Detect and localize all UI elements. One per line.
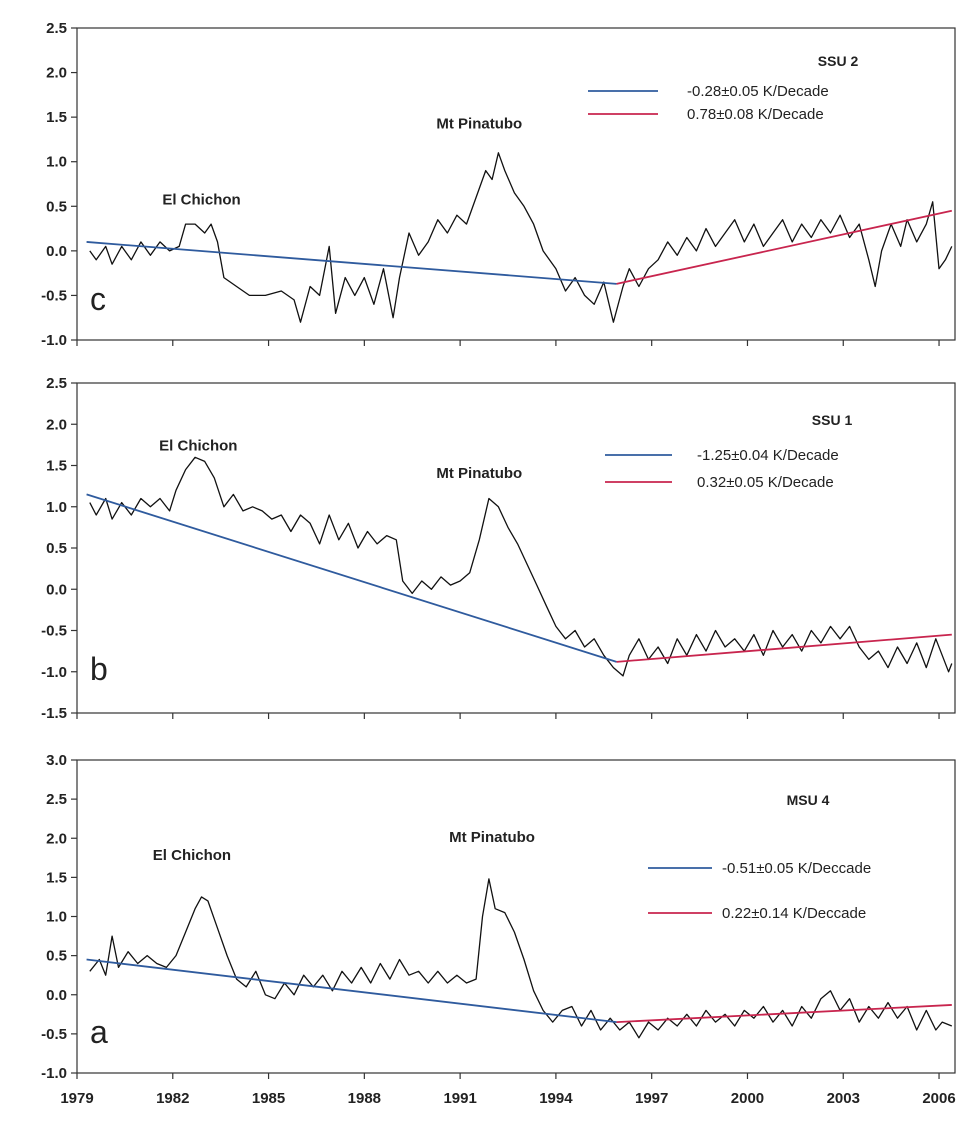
y-tick-label: 2.0 <box>46 830 67 847</box>
event-annotation: El Chichon <box>153 847 231 864</box>
x-tick-label: 1979 <box>60 1090 93 1107</box>
y-tick-label: -0.5 <box>41 287 67 304</box>
y-tick-label: 1.5 <box>46 458 67 475</box>
y-tick-label: 1.0 <box>46 154 67 171</box>
y-tick-label: 0.5 <box>46 198 67 215</box>
x-tick-label: 1982 <box>156 1090 189 1107</box>
trend-line-early <box>86 958 617 1024</box>
trend-line-late <box>616 209 952 285</box>
legend-label: -1.25±0.04 K/Decade <box>697 447 839 464</box>
legend-label: 0.22±0.14 K/Deccade <box>722 905 866 922</box>
panel-b: -1.5 -1.0 -0.5 0.0 0.5 1.0 1.5 2.0 2.5 El Chichon… <box>41 375 956 722</box>
y-tick-label: 2.0 <box>46 416 67 433</box>
y-tick-label: -1.0 <box>41 664 67 681</box>
panel-label: b <box>90 651 108 687</box>
legend-label: -0.28±0.05 K/Decade <box>687 83 829 100</box>
y-tick-label: -1.0 <box>41 332 67 349</box>
x-tick-label: 1991 <box>443 1090 476 1107</box>
x-tick-label: 1997 <box>635 1090 668 1107</box>
y-tick-label: 3.0 <box>46 752 67 769</box>
panel-c: -1.0 -0.5 0.0 0.5 1.0 1.5 2.0 2.5 El Chichon Mt P… <box>41 20 956 349</box>
y-tick-label: 0.5 <box>46 540 67 557</box>
y-tick-label: 2.5 <box>46 791 67 808</box>
anomaly-series-line <box>89 152 953 323</box>
legend-label: 0.78±0.08 K/Decade <box>687 106 824 123</box>
x-tick-label: 1988 <box>348 1090 381 1107</box>
y-tick-label: -1.0 <box>41 1065 67 1082</box>
plot-frame <box>76 382 956 714</box>
legend-label: 0.32±0.05 K/Decade <box>697 474 834 491</box>
y-tick-label: -0.5 <box>41 1026 67 1043</box>
y-tick-label: 1.0 <box>46 909 67 926</box>
anomaly-series-line <box>89 878 953 1039</box>
y-tick-label: 2.0 <box>46 65 67 82</box>
trend-line-late <box>616 1004 952 1024</box>
x-tick-label: 2006 <box>922 1090 955 1107</box>
x-tick-label: 2003 <box>827 1090 860 1107</box>
x-tick-label: 2000 <box>731 1090 764 1107</box>
x-tick-label: 1994 <box>539 1090 573 1107</box>
y-tick-label: 2.5 <box>46 375 67 392</box>
y-tick-label: 1.0 <box>46 499 67 516</box>
y-tick-label: 0.0 <box>46 243 67 260</box>
y-tick-label: 0.0 <box>46 987 67 1004</box>
trend-line-late <box>616 633 952 663</box>
panel-a: -1.0 -0.5 0.0 0.5 1.0 1.5 2.0 2.5 3.0 1979 1982 198… <box>41 752 956 1107</box>
panel-label: c <box>90 281 106 317</box>
y-tick-label: 1.5 <box>46 109 67 126</box>
legend-title: SSU 1 <box>812 412 853 428</box>
legend-title: MSU 4 <box>787 792 830 808</box>
legend-title: SSU 2 <box>818 53 859 69</box>
event-annotation: Mt Pinatubo <box>449 829 535 846</box>
y-tick-label: 2.5 <box>46 20 67 37</box>
plot-frame <box>76 27 956 341</box>
y-tick-label: 0.5 <box>46 948 67 965</box>
y-tick-label: 0.0 <box>46 581 67 598</box>
event-annotation: Mt Pinatubo <box>436 465 522 482</box>
legend-label: -0.51±0.05 K/Deccade <box>722 860 871 877</box>
anomaly-series-line <box>89 456 953 677</box>
event-annotation: Mt Pinatubo <box>436 116 522 133</box>
y-tick-label: -0.5 <box>41 623 67 640</box>
trend-line-early <box>86 493 617 663</box>
trend-line-early <box>86 241 617 285</box>
panel-label: a <box>90 1014 108 1050</box>
y-tick-label: 1.5 <box>46 869 67 886</box>
event-annotation: El Chichon <box>159 438 237 455</box>
y-tick-label: -1.5 <box>41 705 67 722</box>
event-annotation: El Chichon <box>162 192 240 209</box>
x-tick-label: 1985 <box>252 1090 285 1107</box>
